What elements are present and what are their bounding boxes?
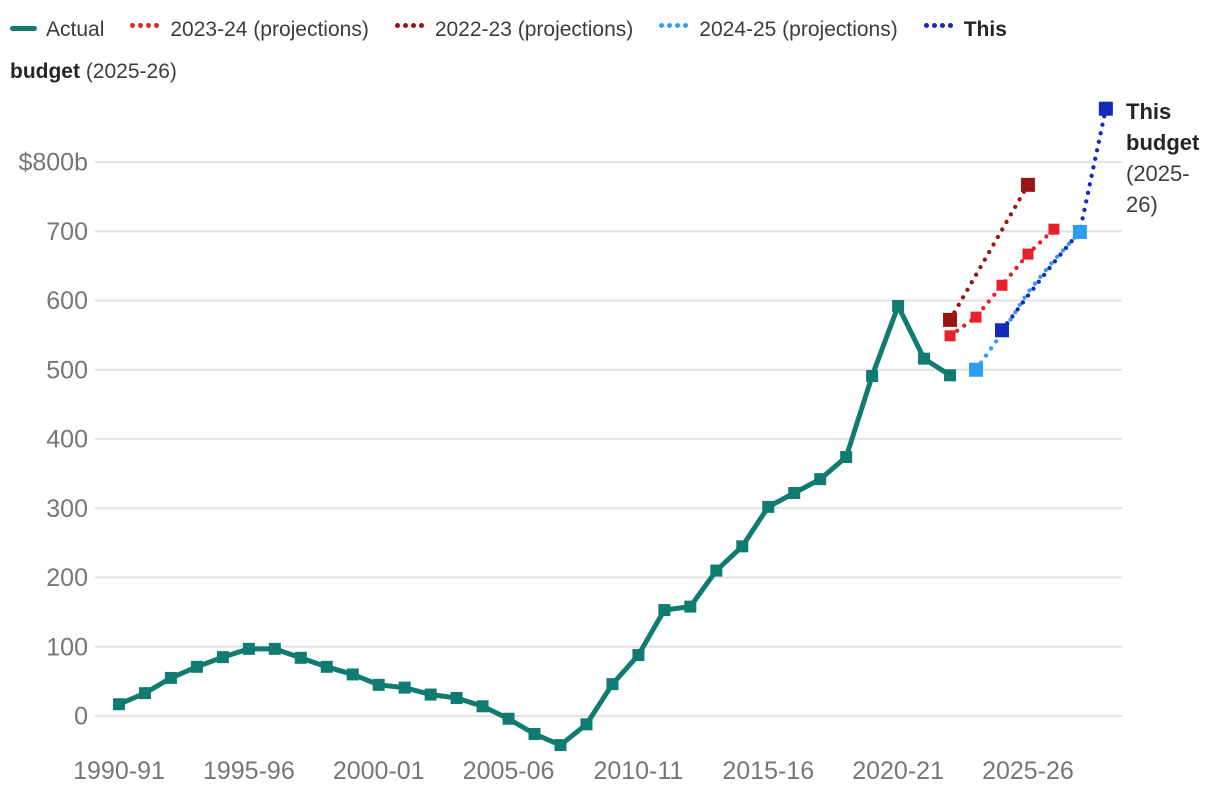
- legend-item-this-budget-2025-26: This budget (2025-26): [10, 18, 1007, 83]
- x-axis-label: 2010-11: [593, 757, 683, 785]
- series-marker-actual: [892, 300, 905, 313]
- series-marker-actual: [788, 487, 801, 500]
- series-marker-2023-24-projections: [944, 330, 956, 342]
- series-marker-actual: [268, 642, 281, 655]
- series-marker-actual: [164, 671, 177, 684]
- x-axis-label: 2025-26: [982, 757, 1074, 785]
- y-axis-label: 600: [46, 287, 88, 315]
- series-marker-actual: [294, 651, 307, 664]
- series-marker-actual: [320, 660, 333, 673]
- series-marker-this-budget-2025-26: [1098, 101, 1113, 116]
- x-axis-label: 2005-06: [463, 757, 555, 785]
- legend-dotted-swatch: [130, 7, 162, 49]
- x-axis-label: 2020-21: [852, 757, 944, 785]
- series-line-2024-25-projections: [973, 229, 1083, 372]
- x-axis-label: 2015-16: [722, 757, 814, 785]
- legend-item-label: This budget (2025-26): [10, 18, 1007, 84]
- series-marker-actual: [866, 369, 879, 382]
- series-marker-actual: [918, 352, 931, 365]
- series-marker-actual: [450, 691, 463, 704]
- series-marker-actual: [242, 642, 255, 655]
- series-marker-actual: [190, 660, 203, 673]
- legend-item-2024-25-projections: 2024-25 (projections): [659, 18, 923, 41]
- legend-dotted-swatch: [394, 7, 427, 49]
- y-axis-label: 0: [74, 703, 88, 731]
- legend-item-label: 2024-25 (projections): [699, 18, 898, 41]
- series-marker-actual: [528, 728, 541, 741]
- series-marker-actual: [684, 600, 697, 613]
- series-marker-actual: [814, 473, 827, 486]
- series-marker-2023-24-projections: [970, 311, 982, 323]
- series-marker-2022-23-projections: [1020, 177, 1035, 192]
- series-marker-2022-23-projections: [943, 312, 958, 327]
- legend-item-2022-23-projections: 2022-23 (projections): [394, 18, 659, 41]
- x-axis-label: 2000-01: [333, 757, 425, 785]
- y-axis-label: 100: [46, 633, 88, 661]
- series-marker-actual: [632, 649, 645, 662]
- legend-item-label: 2022-23 (projections): [434, 18, 634, 41]
- series-marker-2023-24-projections: [1022, 248, 1034, 260]
- y-axis-label: $800b: [18, 149, 88, 177]
- series-marker-actual: [710, 564, 723, 577]
- series-marker-actual: [944, 369, 957, 382]
- legend-item-label: 2023-24 (projections): [170, 18, 369, 41]
- x-axis-label: 1990-91: [73, 757, 165, 785]
- series-marker-actual: [398, 681, 411, 694]
- series-marker-actual: [736, 540, 749, 553]
- y-axis-label: 500: [46, 356, 88, 384]
- y-axis-label: 300: [46, 495, 88, 523]
- series-marker-actual: [424, 688, 437, 701]
- series-marker-actual: [113, 698, 125, 711]
- series-line-this-budget-2025-26: [999, 106, 1109, 333]
- series-marker-2023-24-projections: [996, 279, 1008, 291]
- y-axis-label: 200: [46, 564, 88, 592]
- this-budget-annotation: This budget (2025-26): [1126, 96, 1218, 220]
- legend-item-2023-24-projections: 2023-24 (projections): [130, 18, 394, 41]
- annotation-rest-text: (2025-26): [1126, 161, 1190, 217]
- series-marker-actual: [372, 678, 385, 691]
- series-marker-actual: [502, 712, 515, 725]
- y-axis-label: 400: [46, 426, 88, 454]
- series-marker-actual: [762, 500, 775, 513]
- series-marker-actual: [346, 668, 359, 681]
- series-marker-actual: [476, 700, 489, 713]
- series-marker-2024-25-projections: [1072, 224, 1087, 239]
- series-marker-actual: [554, 739, 567, 752]
- series-line-2022-23-projections: [947, 182, 1031, 323]
- y-axis-label: 700: [46, 218, 88, 246]
- series-marker-actual: [840, 451, 853, 464]
- annotation-bold-text: This budget: [1126, 99, 1200, 155]
- series-line-actual: [118, 303, 952, 748]
- legend-item-label: Actual: [46, 18, 105, 41]
- legend-dotted-swatch: [923, 7, 956, 49]
- series-marker-actual: [216, 651, 229, 664]
- legend-line-swatch: [10, 25, 37, 31]
- series-marker-2023-24-projections: [1048, 223, 1060, 235]
- chart-legend: Actual 2023-24 (projections) 2022-23 (proj…: [10, 9, 1180, 93]
- x-axis-label: 1995-96: [203, 757, 295, 785]
- series-marker-actual: [138, 687, 151, 700]
- series-marker-actual: [606, 678, 619, 691]
- legend-item-actual: Actual: [10, 18, 130, 41]
- series-marker-actual: [658, 604, 671, 617]
- series-marker-actual: [580, 718, 593, 731]
- series-marker-this-budget-2025-26: [994, 323, 1009, 338]
- legend-dotted-swatch: [659, 7, 691, 49]
- series-marker-2024-25-projections: [969, 362, 984, 377]
